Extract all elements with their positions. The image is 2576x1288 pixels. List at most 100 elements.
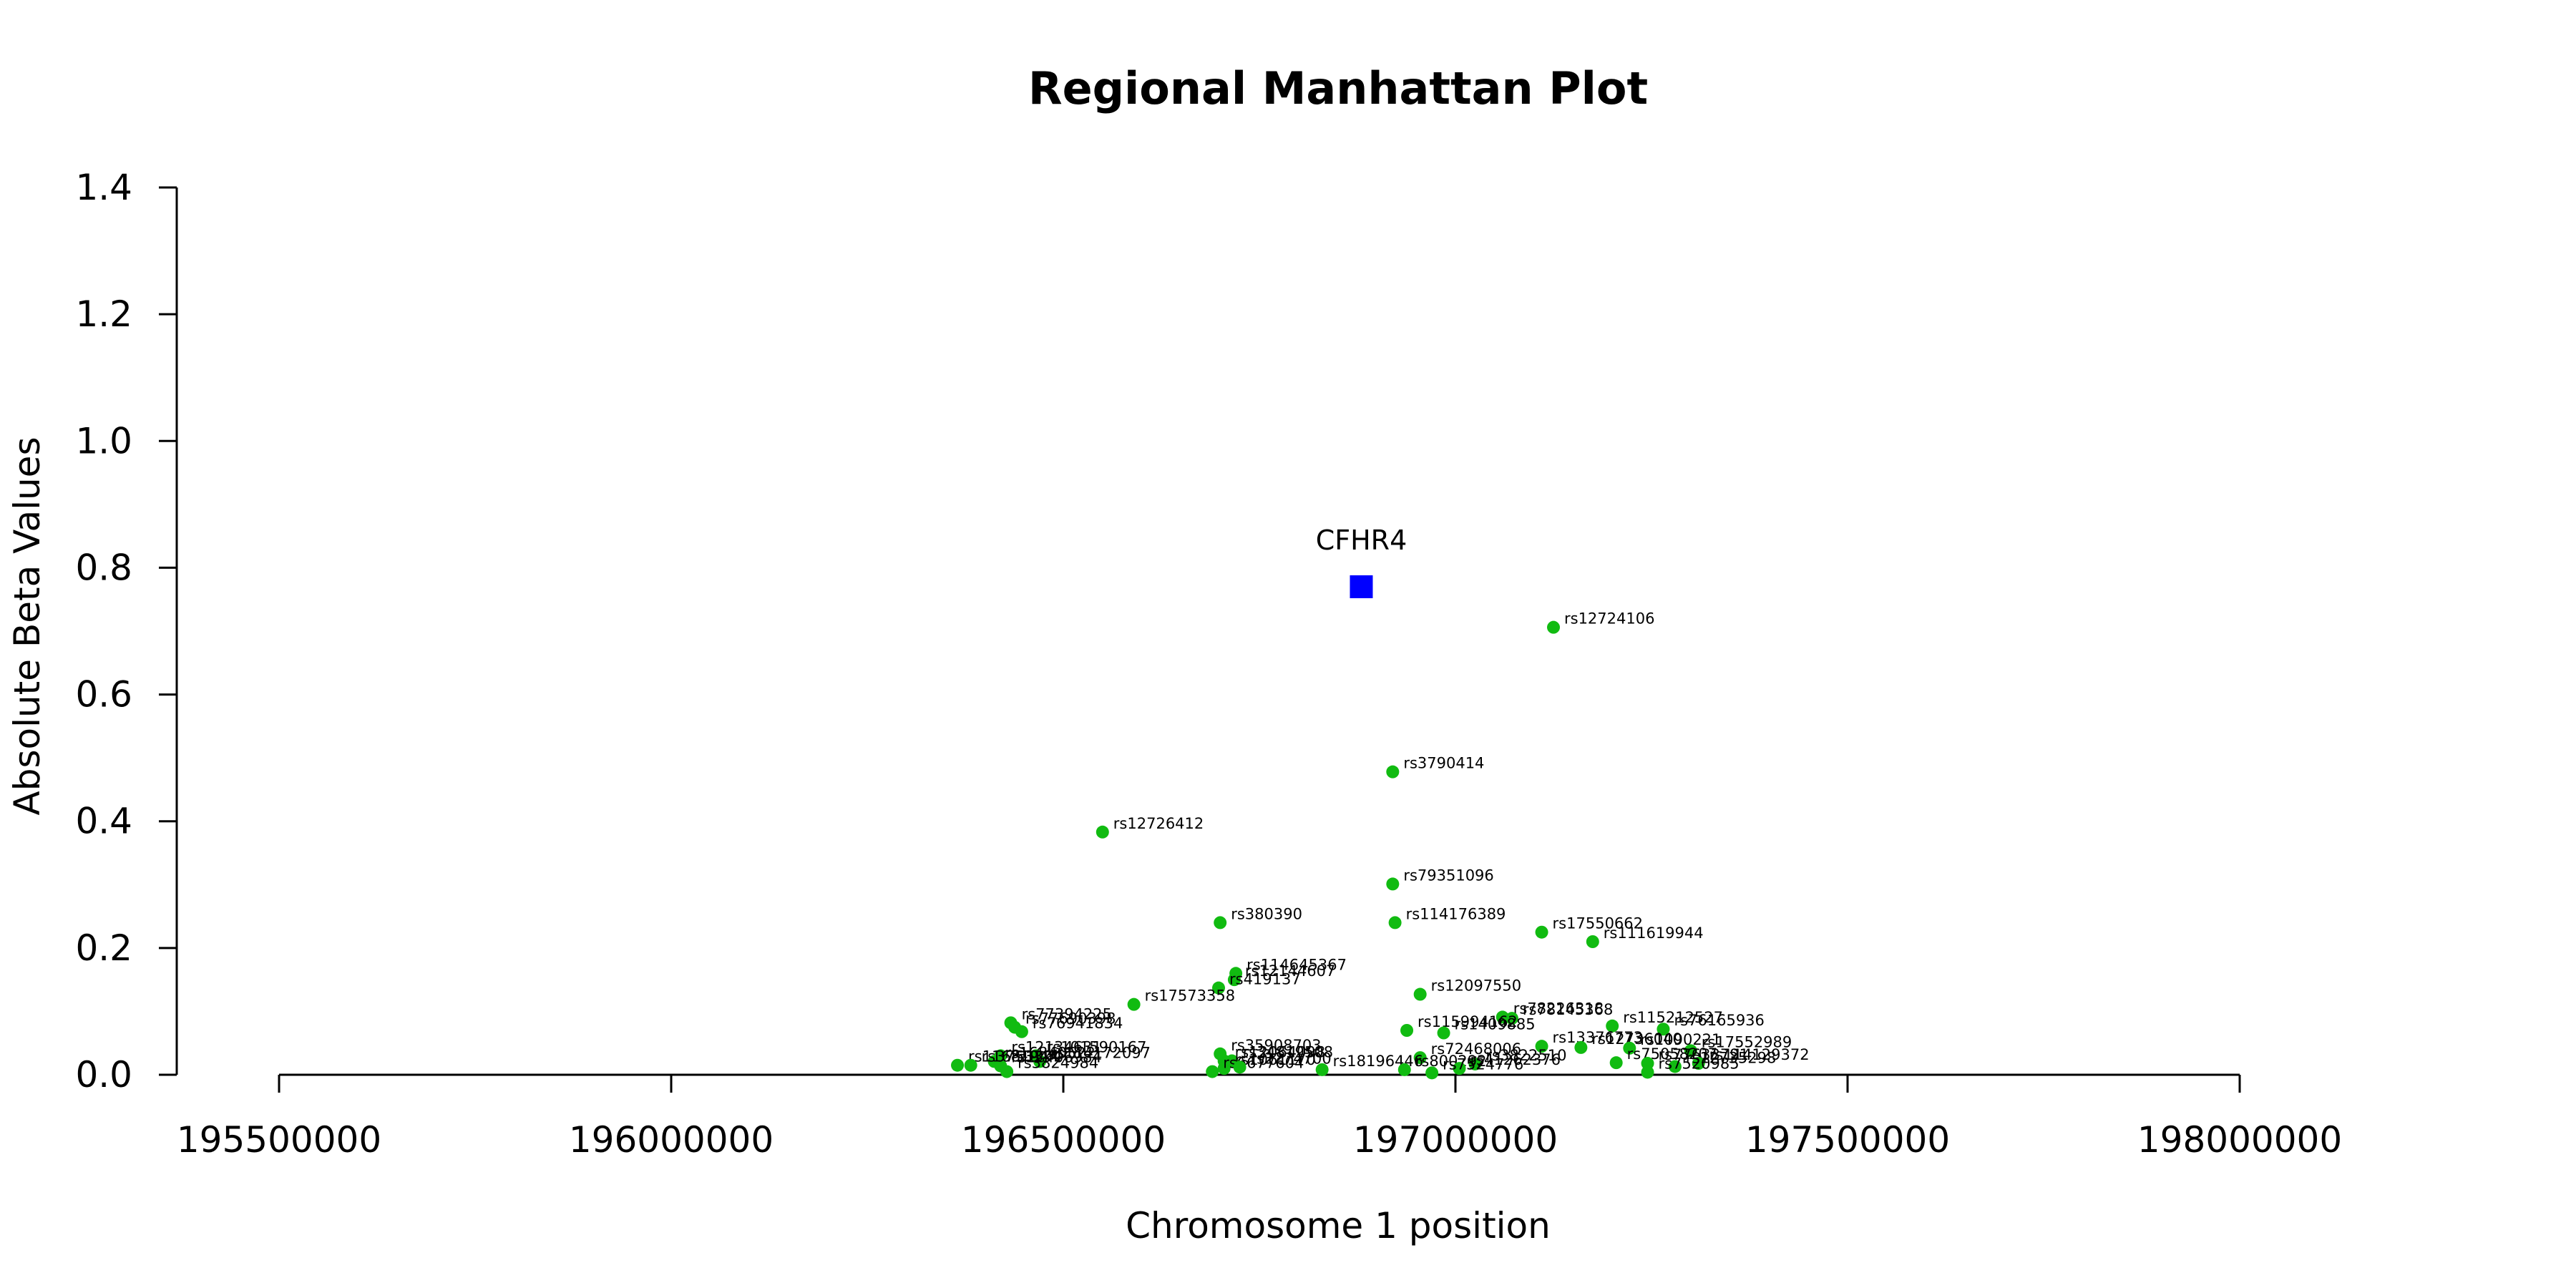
snp-point xyxy=(1641,1065,1654,1079)
snp-label: rs77690398 xyxy=(1025,1010,1116,1028)
snp-point xyxy=(1386,765,1400,779)
snp-label: rs114172097 xyxy=(1050,1044,1151,1061)
snp-label: rs35908703 xyxy=(1231,1037,1321,1054)
snp-label: rs114176389 xyxy=(1406,905,1506,922)
snp-label: rs12726412 xyxy=(1113,815,1204,832)
snp-point xyxy=(1413,1051,1427,1065)
snp-label: rs76165936 xyxy=(1674,1012,1764,1029)
y-tick-label: 1.0 xyxy=(75,420,132,462)
snp-label: rs111619944 xyxy=(1604,924,1704,942)
snp-label: rs3822510 xyxy=(1485,1047,1566,1064)
snp-label: rs800292 xyxy=(1415,1053,1487,1070)
snp-point xyxy=(1096,825,1109,839)
x-axis: 195500000 196000000 196500000 197000000 1975… xyxy=(177,1073,2342,1246)
snp-label: rs12134631 xyxy=(1011,1038,1101,1055)
snp-point xyxy=(1033,1055,1047,1068)
snp-point xyxy=(1574,1040,1588,1054)
snp-point xyxy=(1606,1019,1619,1033)
y-tick-label: 1.2 xyxy=(75,293,132,335)
snp-point xyxy=(1496,1010,1509,1024)
snp-label: rs79351096 xyxy=(1403,867,1493,884)
snp-label: rs78226318 xyxy=(1513,1000,1604,1017)
snp-label: rs12735298 xyxy=(1686,1049,1776,1066)
snp-label: rs12736040 xyxy=(1591,1030,1682,1048)
snp-point xyxy=(1468,1057,1482,1070)
x-tick-label: 198000000 xyxy=(2137,1119,2342,1161)
snp-label: rs101590167 xyxy=(1047,1038,1147,1055)
y-ticks: 0.0 0.2 0.4 0.6 0.8 1.0 1.2 1.4 xyxy=(75,167,177,1096)
snp-label: rs419137 xyxy=(1229,971,1301,988)
snp-label: rs1409885 xyxy=(1455,1016,1536,1033)
snp-point xyxy=(1535,1040,1548,1053)
y-tick-label: 0.2 xyxy=(75,927,132,969)
snp-point xyxy=(1623,1041,1636,1055)
snp-label: rs17573358 xyxy=(1145,987,1235,1005)
snp-point xyxy=(1233,1060,1246,1074)
gene-marker-group: CFHR4 xyxy=(1316,525,1407,598)
x-axis-label: Chromosome 1 position xyxy=(1126,1205,1551,1246)
snp-label: rs114129372 xyxy=(1709,1046,1810,1063)
snp-point xyxy=(1609,1056,1623,1070)
snp-label: rs11681944 xyxy=(968,1048,1058,1065)
snp-points: rs12724106 rs3790414 rs12726412 rs79351096 r… xyxy=(951,610,1810,1080)
chart-title: Regional Manhattan Plot xyxy=(1028,62,1648,114)
snp-label: rs72468006 xyxy=(1431,1040,1521,1058)
snp-label: rs12406984 xyxy=(1011,1049,1101,1066)
snp-point xyxy=(1586,935,1599,948)
snp-point xyxy=(1000,1065,1014,1078)
snp-point xyxy=(1212,981,1226,995)
snp-point xyxy=(1437,1026,1450,1040)
snp-point xyxy=(1425,1066,1439,1080)
snp-label: rs16840522 xyxy=(1005,1044,1096,1061)
snp-label: rs380390 xyxy=(1231,905,1302,922)
snp-label: rs1061170 xyxy=(1235,1051,1316,1068)
snp-label: rs1090221 xyxy=(1640,1031,1721,1048)
snp-label: rs41262376 xyxy=(1470,1051,1560,1068)
snp-label: rs12064098 xyxy=(1235,1044,1325,1061)
snp-label: rs12724106 xyxy=(1564,610,1654,628)
gene-marker xyxy=(1350,575,1373,598)
y-axis: 0.0 0.2 0.4 0.6 0.8 1.0 1.2 1.4 Absolute Beta V… xyxy=(6,167,178,1096)
y-tick-label: 0.6 xyxy=(75,674,132,716)
snp-label: rs2274700 xyxy=(1251,1050,1332,1067)
y-axis-label: Absolute Beta Values xyxy=(6,437,48,816)
snp-point xyxy=(964,1058,977,1072)
snp-point xyxy=(1315,1063,1329,1076)
snp-point xyxy=(1692,1057,1705,1070)
x-tick-label: 197500000 xyxy=(1745,1119,1950,1161)
snp-point xyxy=(1535,925,1548,939)
y-tick-label: 0.0 xyxy=(75,1054,132,1096)
snp-label: rs115994162 xyxy=(1418,1013,1518,1030)
snp-point xyxy=(1397,1063,1411,1076)
snp-label: rs77394225 xyxy=(1022,1005,1112,1023)
snp-label: rs3824984 xyxy=(1018,1055,1098,1072)
y-tick-label: 0.4 xyxy=(75,801,132,842)
snp-point xyxy=(1227,973,1241,987)
snp-point xyxy=(1400,1024,1414,1037)
snp-point xyxy=(951,1058,965,1072)
snp-point xyxy=(1015,1025,1028,1038)
snp-point xyxy=(1657,1023,1670,1036)
gene-label: CFHR4 xyxy=(1316,525,1407,556)
snp-label: rs3753394 xyxy=(982,1048,1063,1065)
snp-point xyxy=(1668,1060,1682,1073)
snp-label: rs12097550 xyxy=(1431,977,1521,995)
snp-label: rs114645367 xyxy=(1246,956,1347,973)
x-tick-label: 197000000 xyxy=(1353,1119,1558,1161)
snp-point xyxy=(1684,1044,1697,1058)
snp-point xyxy=(1388,916,1402,930)
snp-label: rs17550662 xyxy=(1553,915,1643,932)
snp-point xyxy=(1214,916,1227,930)
snp-label: rs3790414 xyxy=(1403,755,1484,772)
x-tick-label: 195500000 xyxy=(177,1119,381,1161)
snp-point xyxy=(1641,1057,1654,1070)
y-tick-label: 0.8 xyxy=(75,547,132,588)
x-ticks: 195500000 196000000 196500000 197000000 1975… xyxy=(177,1075,2342,1161)
snp-point xyxy=(1547,620,1560,634)
snp-point xyxy=(1206,1065,1219,1078)
snp-label: rs7524776 xyxy=(1443,1055,1523,1073)
snp-label: rs12144607 xyxy=(1245,962,1335,980)
snp-point xyxy=(1386,877,1400,891)
x-tick-label: 196500000 xyxy=(961,1119,1166,1161)
